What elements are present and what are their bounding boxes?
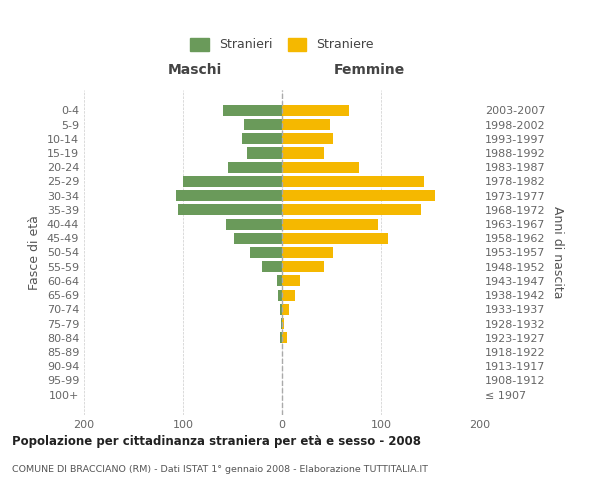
Bar bbox=[282, 304, 289, 315]
Bar bbox=[280, 332, 282, 344]
Bar bbox=[176, 190, 282, 201]
Bar bbox=[282, 204, 421, 216]
Y-axis label: Anni di nascita: Anni di nascita bbox=[551, 206, 564, 298]
Y-axis label: Fasce di età: Fasce di età bbox=[28, 215, 41, 290]
Bar bbox=[282, 162, 359, 172]
Bar bbox=[277, 276, 282, 286]
Bar bbox=[282, 261, 323, 272]
Bar bbox=[282, 176, 424, 187]
Bar bbox=[282, 133, 334, 144]
Bar bbox=[282, 190, 436, 201]
Text: Femmine: Femmine bbox=[334, 63, 405, 77]
Bar bbox=[282, 218, 378, 230]
Bar bbox=[282, 332, 287, 344]
Bar bbox=[282, 318, 284, 329]
Bar bbox=[282, 105, 349, 116]
Text: Popolazione per cittadinanza straniera per età e sesso - 2008: Popolazione per cittadinanza straniera p… bbox=[12, 435, 421, 448]
Bar bbox=[280, 304, 282, 315]
Text: COMUNE DI BRACCIANO (RM) - Dati ISTAT 1° gennaio 2008 - Elaborazione TUTTITALIA.: COMUNE DI BRACCIANO (RM) - Dati ISTAT 1°… bbox=[12, 465, 428, 474]
Bar bbox=[178, 204, 282, 216]
Text: Maschi: Maschi bbox=[168, 63, 222, 77]
Bar bbox=[247, 148, 282, 158]
Bar bbox=[227, 162, 282, 172]
Bar bbox=[278, 290, 282, 300]
Bar bbox=[282, 232, 388, 244]
Bar bbox=[183, 176, 282, 187]
Bar bbox=[250, 247, 282, 258]
Bar bbox=[282, 290, 295, 300]
Bar bbox=[282, 119, 329, 130]
Bar bbox=[223, 105, 282, 116]
Bar bbox=[235, 232, 282, 244]
Bar bbox=[282, 276, 300, 286]
Bar bbox=[226, 218, 282, 230]
Bar bbox=[242, 133, 282, 144]
Bar bbox=[282, 148, 323, 158]
Bar bbox=[282, 247, 334, 258]
Bar bbox=[244, 119, 282, 130]
Legend: Stranieri, Straniere: Stranieri, Straniere bbox=[190, 38, 374, 52]
Bar bbox=[281, 318, 282, 329]
Bar bbox=[262, 261, 282, 272]
